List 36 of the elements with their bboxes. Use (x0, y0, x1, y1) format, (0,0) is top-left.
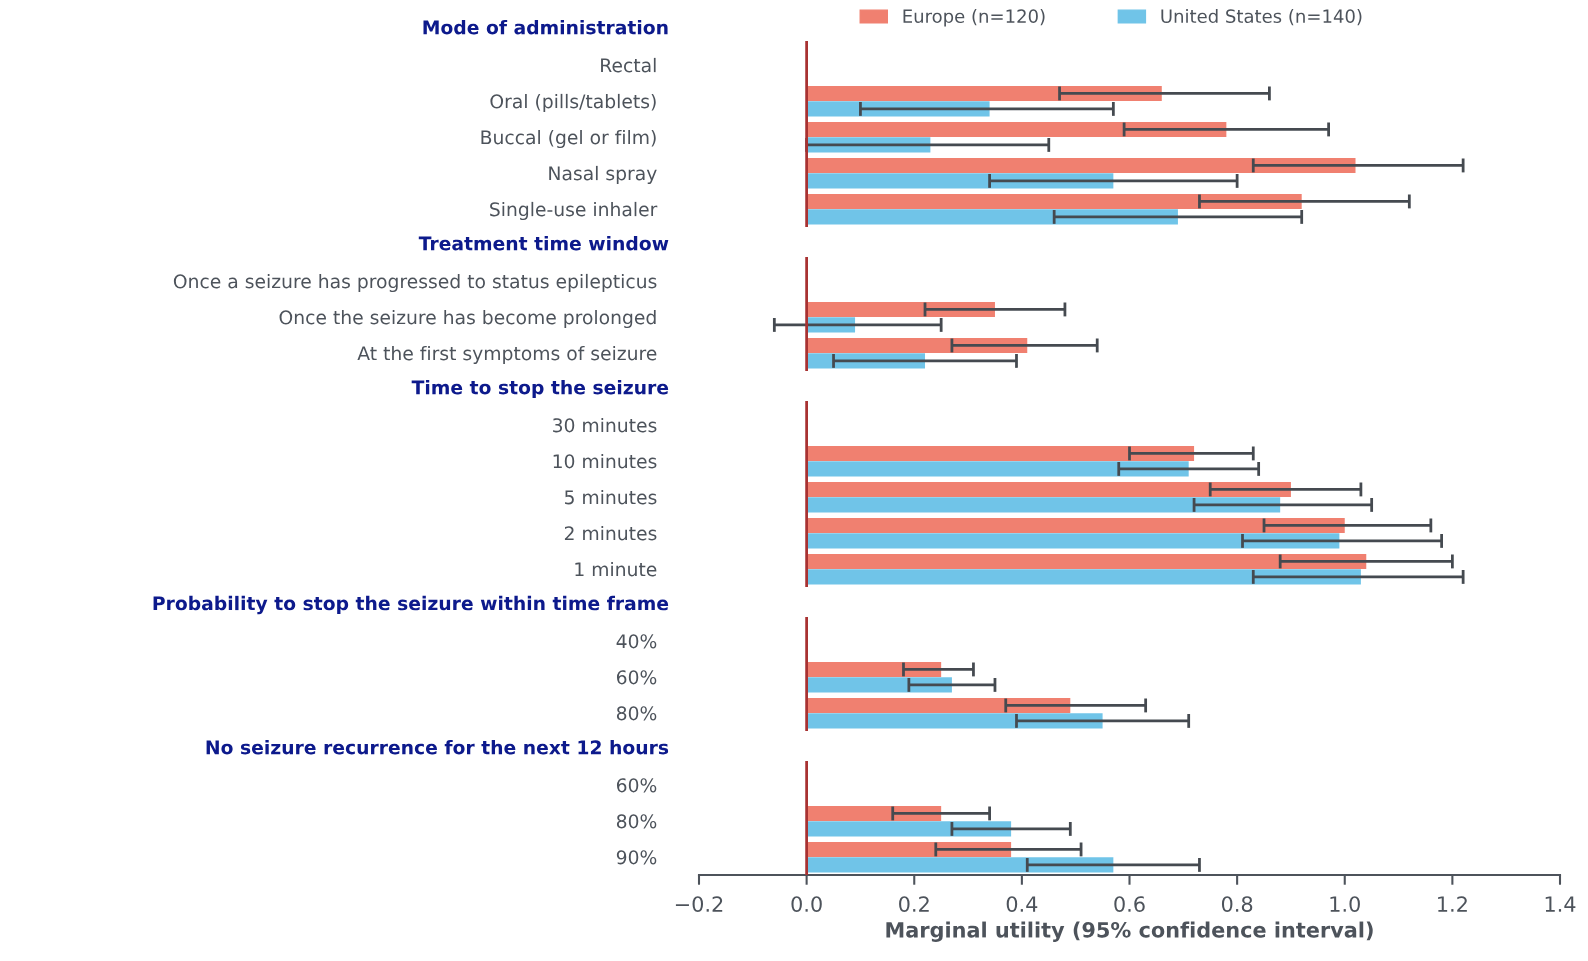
legend-label: United States (n=140) (1161, 9, 1362, 26)
y-tick-label: Once the seizure has become prolonged (279, 309, 656, 329)
y-tick-label: Single-use inhaler (490, 201, 658, 221)
x-tick-label: 0.8 (1221, 896, 1253, 912)
y-tick-label: 10 minutes (553, 453, 657, 469)
y-tick-label: 80% (616, 706, 657, 721)
text: Treatment time window (418, 235, 669, 251)
x-tick-label: 1.0 (1330, 896, 1360, 912)
x-axis-title: Marginal utility (95% confidence interval) (886, 921, 1373, 942)
x-tick-label: −0.2 (675, 896, 723, 912)
y-tick-label: At the first symptoms of seizure (357, 345, 657, 365)
y-tick-label: 1 minute (575, 561, 657, 577)
y-tick-label: Nasal spray (549, 165, 657, 185)
y-tick-label: 90% (616, 850, 657, 865)
x-tick-label: 0.4 (1006, 896, 1038, 912)
y-tick-label: Rectal (601, 57, 656, 73)
y-tick-label: 30 minutes (553, 417, 657, 433)
text: No seizure recurrence for the next 12 hours (206, 739, 669, 755)
x-tick-label: 0.2 (899, 896, 929, 912)
x-tick-label: 0.6 (1114, 896, 1145, 912)
x-tick-label: 0.0 (791, 896, 822, 912)
text: Mode of administration (423, 19, 668, 35)
y-tick-label: 80% (616, 814, 657, 829)
y-tick-label: Once a seizure has progressed to status epilepticus (173, 273, 657, 293)
y-tick-label: 60% (616, 670, 657, 685)
y-tick-label: 5 minutes (565, 489, 657, 505)
text: Probability to stop the seizure within time frame (153, 595, 669, 615)
text: Time to stop the seizure (411, 379, 669, 399)
x-tick-label: 1.2 (1438, 896, 1467, 912)
legend-label: Europe (n=120) (903, 9, 1045, 27)
y-tick-label: Oral (pills/tablets) (490, 93, 656, 113)
y-tick-label: 40% (616, 634, 657, 649)
y-tick-label: Buccal (gel or film) (481, 129, 656, 149)
x-tick-label: 1.4 (1545, 896, 1576, 912)
y-tick-label: 2 minutes (564, 525, 657, 541)
y-tick-label: 60% (616, 778, 657, 793)
